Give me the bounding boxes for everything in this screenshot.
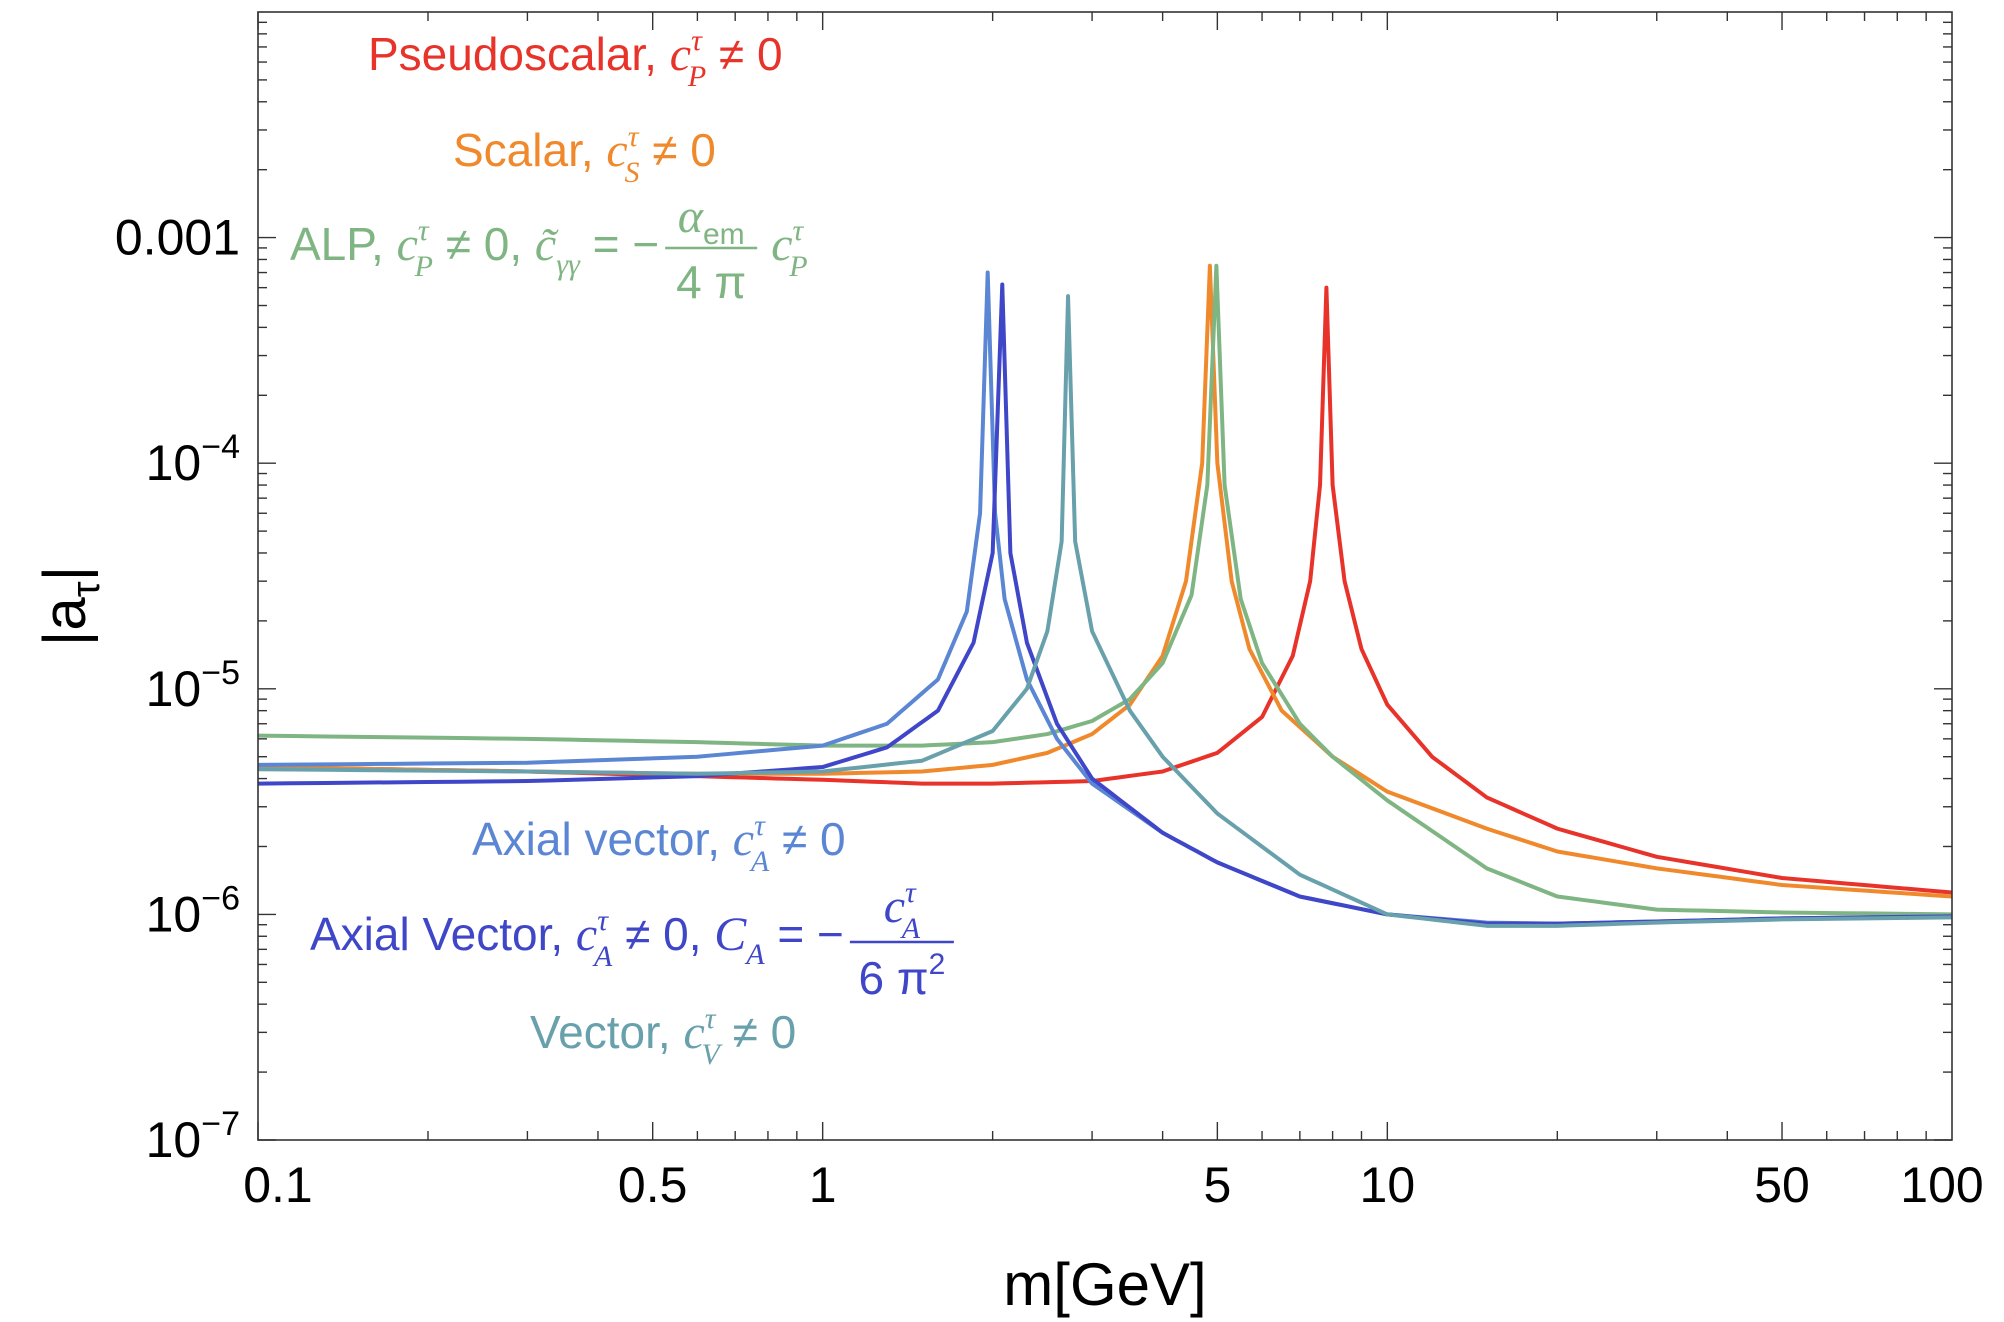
x-tick-label: 100 <box>1900 1157 1983 1213</box>
series-line-axial-vector-4 <box>257 282 1953 926</box>
x-tick-label: 0.1 <box>243 1157 313 1213</box>
plot-frame <box>257 11 1953 1141</box>
y-tick-label: 10−4 <box>146 428 240 491</box>
x-tick-label: 1 <box>809 1157 837 1213</box>
y-axis-title: |aτ| <box>31 566 108 646</box>
x-tick-label: 10 <box>1360 1157 1416 1213</box>
legend-label: Vector, cτ V ≠ 0 <box>530 1002 796 1071</box>
legend-entry-0: Pseudoscalar, cτ P ≠ 0 <box>368 24 783 93</box>
legend-entry-3: Axial vector, cτ A ≠ 0 <box>472 809 846 878</box>
x-tick-labels: 0.1 0.5 1 5 10 50 100 <box>243 1157 1983 1213</box>
legend-entry-1: Scalar, cτ S ≠ 0 <box>453 120 716 189</box>
series-line-vector-5 <box>257 294 1953 928</box>
y-tick-label: 0.001 <box>115 210 240 266</box>
series-line-alp-2 <box>257 263 1953 917</box>
series-lines <box>257 263 1953 928</box>
legend-label: Axial vector, cτ A ≠ 0 <box>472 809 846 878</box>
y-tick-label: 10−7 <box>146 1105 240 1168</box>
legend-label: Axial Vector, cτ A ≠ 0, CA = − <box>310 904 844 973</box>
legend-fraction-num: cτ A <box>884 876 921 945</box>
x-tick-label: 50 <box>1754 1157 1810 1213</box>
series-line-scalar-1 <box>257 263 1953 899</box>
minor-ticks <box>257 12 1952 1141</box>
legend-entry-5: Vector, cτ V ≠ 0 <box>530 1002 796 1071</box>
y-tick-labels: 10−7 10−6 10−5 10−4 0.001 <box>115 210 240 1168</box>
legend-label: ALP, cτ P ≠ 0, c̃γγ = − <box>290 214 659 283</box>
legend-fraction-den: 4 π <box>676 256 746 308</box>
x-tick-label: 0.5 <box>618 1157 688 1213</box>
x-axis-title: m[GeV] <box>1003 1251 1206 1318</box>
legend-fraction-num: αem <box>678 190 745 251</box>
series-line-pseudoscalar-0 <box>257 285 1953 895</box>
legend-tail: cτ P <box>771 214 807 283</box>
legend-entry-4: Axial Vector, cτ A ≠ 0, CA = − cτ A6 π2 <box>310 876 954 1004</box>
legend-label: Pseudoscalar, cτ P ≠ 0 <box>368 24 783 93</box>
y-tick-label: 10−6 <box>146 879 240 942</box>
x-tick-label: 5 <box>1203 1157 1231 1213</box>
legend-label: Scalar, cτ S ≠ 0 <box>453 120 716 189</box>
legend-fraction-den: 6 π2 <box>859 948 946 1004</box>
y-tick-label: 10−5 <box>146 654 240 717</box>
